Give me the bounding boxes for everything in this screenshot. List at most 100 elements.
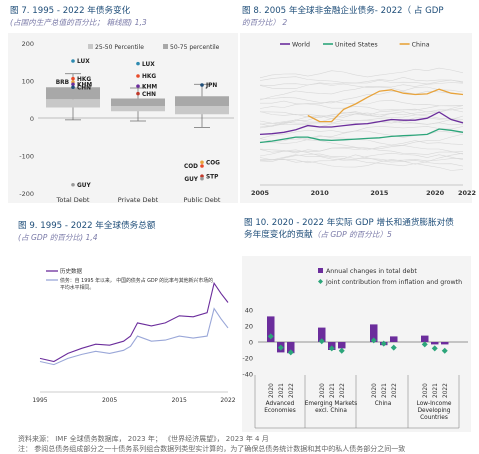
chart7-point	[200, 176, 204, 181]
chart7-point-label: BRB	[56, 80, 70, 86]
chart10-year-label: 2021	[279, 383, 285, 398]
chart7-point	[136, 91, 140, 96]
chart10-bar	[338, 342, 346, 349]
chart10-ytick: 40	[245, 307, 253, 315]
chart7-point-label: KHM	[77, 82, 92, 88]
chart7-point-label: JPN	[205, 83, 217, 89]
chart10-title-line2: 务年度变化的贡献（占 GDP 的百分比）5	[244, 230, 392, 241]
chart8-background-line	[259, 79, 464, 87]
chart7-box-lower	[111, 106, 165, 112]
chart8-series-line	[307, 88, 464, 123]
chart7-box-lower	[175, 106, 229, 115]
chart8-background-line	[259, 152, 464, 164]
chart8-xtick: 2005	[251, 189, 270, 197]
chart8-legend-label: China	[412, 42, 430, 49]
chart9-legend-label-cont: 平均水平相同。	[60, 284, 94, 291]
chart7-point	[136, 74, 140, 78]
chart9-xtick: 2005	[102, 397, 117, 404]
chart8-background-line	[259, 105, 464, 125]
chart9-series-line	[39, 307, 229, 366]
chart7-point	[200, 83, 204, 87]
chart10-year-label: 2021	[433, 383, 439, 398]
chart8-background-line	[259, 152, 464, 168]
chart10-ytick: 20	[245, 323, 253, 331]
footer: 资料来源： IMF 全球债务数据库， 2023 年； 《世界经济展望》， 202…	[18, 434, 468, 454]
chart7-point	[71, 76, 75, 81]
chart10-year-label: 2020	[423, 383, 429, 398]
chart10-ytick: -40	[242, 371, 253, 379]
chart10-dot	[318, 338, 325, 345]
chart8-series-line	[259, 111, 464, 136]
chart7-legend-2: 50-75 percentile	[170, 44, 220, 51]
chart7-point-label: KHM	[142, 84, 157, 90]
chart10-year-label: 2021	[382, 383, 388, 398]
chart7-ytick: 0	[30, 115, 34, 123]
chart8-background-line	[259, 99, 464, 109]
chart7-point-label: CHN	[142, 92, 156, 98]
chart7-point	[200, 164, 204, 168]
chart9-xtick: 2022	[220, 397, 235, 404]
chart8-background-line	[259, 154, 464, 171]
chart8-background-line	[259, 133, 464, 153]
chart10-dot	[328, 345, 335, 352]
chart8-background-line	[260, 100, 464, 113]
chart10-group-label: Advanced	[266, 401, 295, 407]
chart7-point	[136, 84, 140, 88]
chart9-title: 图 9. 1995 - 2022 年全球债务总额	[18, 221, 156, 231]
chart10-group-label: Countries	[420, 415, 448, 421]
chart8-title: 图 8. 2005 年全球非金融企业债务- 2022（ 占 GDP	[242, 6, 444, 16]
chart10-dot	[267, 333, 274, 340]
chart10-dot	[370, 337, 377, 344]
chart8-xtick: 2010	[311, 189, 330, 197]
chart10-group-label: Low-Income	[417, 401, 452, 407]
chart10-dot	[380, 340, 387, 347]
chart7-point-label: CHN	[77, 85, 91, 91]
chart7-box-upper	[111, 98, 165, 106]
chart10-year-label: 2020	[320, 383, 326, 398]
chart10-year-label: 2022	[392, 383, 398, 398]
footer-source: 资料来源： IMF 全球债务数据库， 2023 年； 《世界经济展望》， 202…	[18, 435, 269, 443]
chart7-box-lower	[46, 99, 100, 108]
chart8-background-line	[259, 67, 464, 79]
chart7-point-label: COD	[184, 164, 198, 170]
chart8-background-line	[259, 125, 464, 139]
chart10-ytick: -20	[242, 355, 253, 363]
chart10-dot	[390, 344, 397, 351]
chart7-point-label: LUX	[142, 62, 155, 68]
chart7-category-label: Total Debt	[56, 196, 90, 204]
chart8-background-line	[259, 82, 464, 101]
chart9-subtitle: (占 GDP 的百分比) 1,4	[18, 233, 98, 242]
chart10-bar	[421, 335, 429, 342]
chart10-bar	[370, 324, 378, 342]
chart10-legend-swatch-2	[318, 279, 323, 284]
chart10-group-label: Developing	[418, 408, 451, 414]
chart8-panel	[240, 33, 472, 203]
chart8-background-line	[259, 76, 464, 84]
chart7-point-label: HKG	[142, 74, 156, 80]
chart7-legend-1: 25-50 Percentile	[95, 44, 144, 51]
chart10-bar	[390, 336, 398, 342]
chart10-bar	[287, 342, 295, 354]
footer-note: 注： 参阅总债务组成部分之一十债务系列组合数据列类型实计算的，为了确保总债务统计…	[18, 445, 406, 453]
chart8-legend-label: World	[292, 42, 310, 49]
chart10-dot	[338, 347, 345, 354]
chart10-dot	[421, 341, 428, 348]
chart7-point	[71, 82, 75, 87]
chart7-point	[71, 85, 75, 90]
chart10-bar	[267, 316, 275, 342]
chart8-background-line	[259, 149, 464, 167]
chart10-subtitle: （占 GDP 的百分比）5	[312, 230, 392, 239]
chart10-bar	[431, 342, 439, 345]
chart10-dot	[431, 345, 438, 352]
chart7-point	[200, 160, 204, 165]
chart7-point	[71, 182, 75, 187]
chart8-background-line	[259, 83, 464, 93]
chart7-point-label: LUX	[77, 59, 90, 65]
chart7-subtitle: (占国内生产总值的百分比； 箱线图) 1,3	[10, 18, 147, 27]
chart10-dot	[277, 344, 284, 351]
chart10-title2: 务年度变化的贡献	[244, 230, 313, 240]
chart7-point	[200, 174, 204, 178]
chart10-legend-2: Joint contribution from inflation and gr…	[325, 279, 462, 286]
chart7-point-label: STP	[206, 174, 219, 180]
